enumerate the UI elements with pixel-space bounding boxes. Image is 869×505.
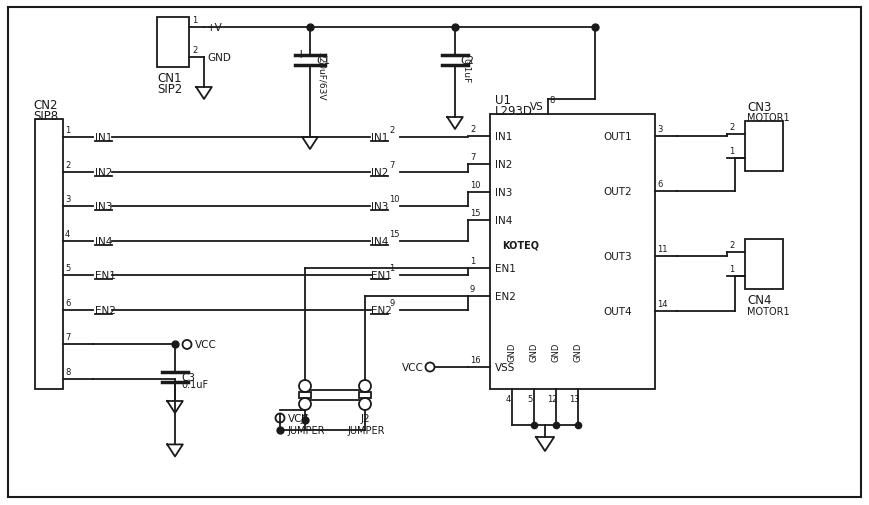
Text: KOTEQ: KOTEQ — [502, 239, 539, 249]
Text: 16: 16 — [470, 356, 481, 364]
Text: C1: C1 — [316, 56, 330, 66]
Text: 11: 11 — [657, 244, 667, 254]
Text: VCC: VCC — [288, 413, 310, 423]
Text: 2: 2 — [729, 240, 734, 249]
Text: 4: 4 — [506, 394, 511, 403]
Text: U1: U1 — [495, 93, 511, 106]
Text: SIP2: SIP2 — [157, 82, 182, 95]
Text: +: + — [296, 47, 307, 61]
Text: 8: 8 — [550, 96, 555, 105]
Text: IN4: IN4 — [495, 216, 513, 226]
Text: EN1: EN1 — [95, 271, 116, 281]
Text: JUMPER: JUMPER — [287, 425, 324, 435]
Text: 13: 13 — [568, 394, 580, 403]
Text: GND: GND — [529, 342, 539, 361]
Text: 2: 2 — [65, 160, 70, 169]
Text: GND: GND — [207, 53, 231, 63]
Text: EN2: EN2 — [495, 291, 516, 301]
Text: OUT1: OUT1 — [603, 132, 632, 142]
Text: IN1: IN1 — [95, 133, 112, 143]
Text: CN3: CN3 — [747, 100, 772, 113]
Text: 6: 6 — [65, 298, 70, 307]
Text: MOTOR1: MOTOR1 — [747, 113, 790, 123]
Text: GND: GND — [507, 342, 516, 361]
Text: C3: C3 — [181, 373, 195, 383]
Text: 2: 2 — [729, 123, 734, 132]
Text: 1: 1 — [65, 126, 70, 135]
Text: IN4: IN4 — [95, 236, 112, 246]
Bar — [490, 115, 655, 389]
Text: J1: J1 — [301, 413, 310, 423]
Text: 9: 9 — [389, 298, 395, 307]
Text: 1: 1 — [389, 264, 395, 273]
Text: EN2: EN2 — [95, 305, 116, 315]
Text: 10: 10 — [470, 181, 481, 189]
Text: 1: 1 — [729, 147, 734, 156]
Text: IN3: IN3 — [371, 201, 388, 212]
Text: IN3: IN3 — [495, 188, 513, 197]
Text: EN1: EN1 — [371, 271, 392, 281]
Text: 8: 8 — [65, 367, 70, 376]
Text: 15: 15 — [389, 229, 400, 238]
Text: 1: 1 — [470, 257, 475, 266]
Text: J2: J2 — [361, 413, 370, 423]
Bar — [745, 239, 783, 289]
Text: 1: 1 — [192, 16, 197, 25]
Text: VCC: VCC — [402, 362, 424, 372]
Text: 3: 3 — [65, 195, 70, 204]
Text: 220uF/63V: 220uF/63V — [317, 52, 326, 100]
Text: 4: 4 — [65, 229, 70, 238]
Text: IN2: IN2 — [371, 167, 388, 177]
Text: 5: 5 — [65, 264, 70, 273]
Text: EN1: EN1 — [495, 264, 516, 274]
Text: 2: 2 — [389, 126, 395, 135]
Text: IN2: IN2 — [495, 160, 513, 170]
Text: VCC: VCC — [195, 340, 217, 350]
Text: IN4: IN4 — [371, 236, 388, 246]
Text: 7: 7 — [65, 333, 70, 342]
Text: 9: 9 — [470, 284, 475, 293]
Text: IN1: IN1 — [495, 132, 513, 142]
Text: 5: 5 — [527, 394, 533, 403]
Text: OUT4: OUT4 — [603, 307, 632, 316]
Bar — [299, 392, 311, 398]
Bar — [359, 392, 371, 398]
Text: 14: 14 — [657, 299, 667, 309]
Text: GND: GND — [574, 342, 582, 361]
Text: CN2: CN2 — [33, 98, 57, 111]
Text: 2: 2 — [192, 46, 197, 55]
Text: 3: 3 — [657, 125, 662, 134]
Text: GND: GND — [552, 342, 561, 361]
Text: 15: 15 — [470, 209, 481, 218]
Bar — [157, 18, 189, 68]
Text: VSS: VSS — [495, 362, 515, 372]
Text: 0.1uF: 0.1uF — [181, 380, 208, 390]
Bar — [35, 120, 63, 389]
Text: 0.1uF: 0.1uF — [461, 58, 470, 83]
Text: +V: +V — [207, 23, 222, 33]
Text: SIP8: SIP8 — [33, 109, 58, 122]
Text: MOTOR1: MOTOR1 — [747, 307, 790, 316]
Text: EN2: EN2 — [371, 305, 392, 315]
Text: 1: 1 — [729, 265, 734, 274]
Text: 6: 6 — [657, 180, 662, 189]
Text: IN1: IN1 — [371, 133, 388, 143]
Bar — [745, 122, 783, 172]
Text: CN1: CN1 — [157, 71, 182, 84]
Text: 10: 10 — [389, 195, 400, 204]
Text: 2: 2 — [470, 125, 475, 134]
Text: JUMPER: JUMPER — [347, 425, 384, 435]
Text: IN3: IN3 — [95, 201, 112, 212]
Text: CN4: CN4 — [747, 293, 772, 306]
Text: IN2: IN2 — [95, 167, 112, 177]
Text: VS: VS — [530, 102, 543, 112]
Text: 7: 7 — [470, 153, 475, 162]
Text: OUT3: OUT3 — [603, 251, 632, 262]
Text: 7: 7 — [389, 160, 395, 169]
Text: C2: C2 — [460, 56, 474, 66]
Text: OUT2: OUT2 — [603, 187, 632, 196]
Text: 12: 12 — [547, 394, 557, 403]
Text: L293D: L293D — [495, 105, 533, 117]
